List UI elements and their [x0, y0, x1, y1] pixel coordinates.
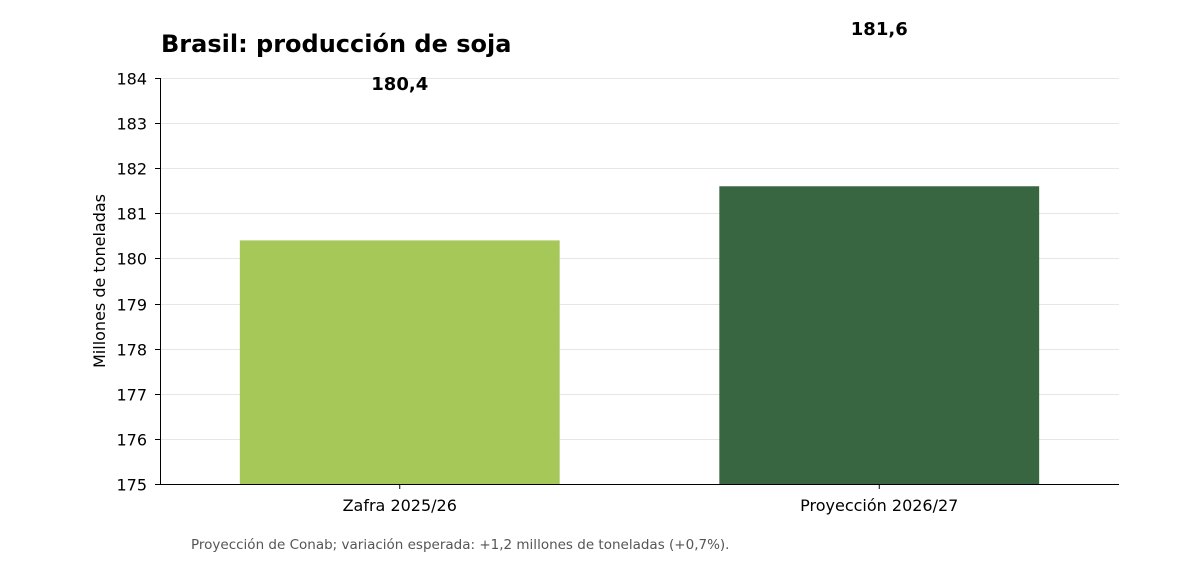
chart-title: Brasil: producción de soja: [161, 30, 512, 58]
axes: [160, 78, 1119, 485]
y-tick-label: 183: [116, 115, 147, 134]
y-axis-title: Millones de toneladas: [90, 194, 109, 368]
ticks: 175 176 177 178 179 180 181 182 183 184 Zafra 2025…: [116, 70, 958, 516]
y-tick-label: 178: [116, 341, 147, 360]
data-label: 181,6: [851, 19, 908, 40]
x-tick-label: Proyección 2026/27: [800, 496, 958, 515]
bar: [719, 186, 1040, 484]
footnote: Proyección de Conab; variación esperada:…: [191, 537, 730, 553]
data-labels: 180,4 181,6: [371, 19, 907, 95]
y-tick-label: 179: [116, 296, 147, 315]
y-tick-label: 181: [116, 205, 147, 224]
bar: [239, 240, 560, 484]
y-tick-label: 184: [116, 70, 147, 89]
y-tick-label: 176: [116, 431, 147, 450]
y-tick-label: 182: [116, 160, 147, 179]
data-label: 180,4: [371, 74, 428, 95]
y-tick-label: 177: [116, 386, 147, 405]
y-tick-label: 175: [116, 476, 147, 495]
x-tick-label: Zafra 2025/26: [343, 496, 457, 515]
bars: [239, 186, 1040, 484]
y-tick-label: 180: [116, 250, 147, 269]
